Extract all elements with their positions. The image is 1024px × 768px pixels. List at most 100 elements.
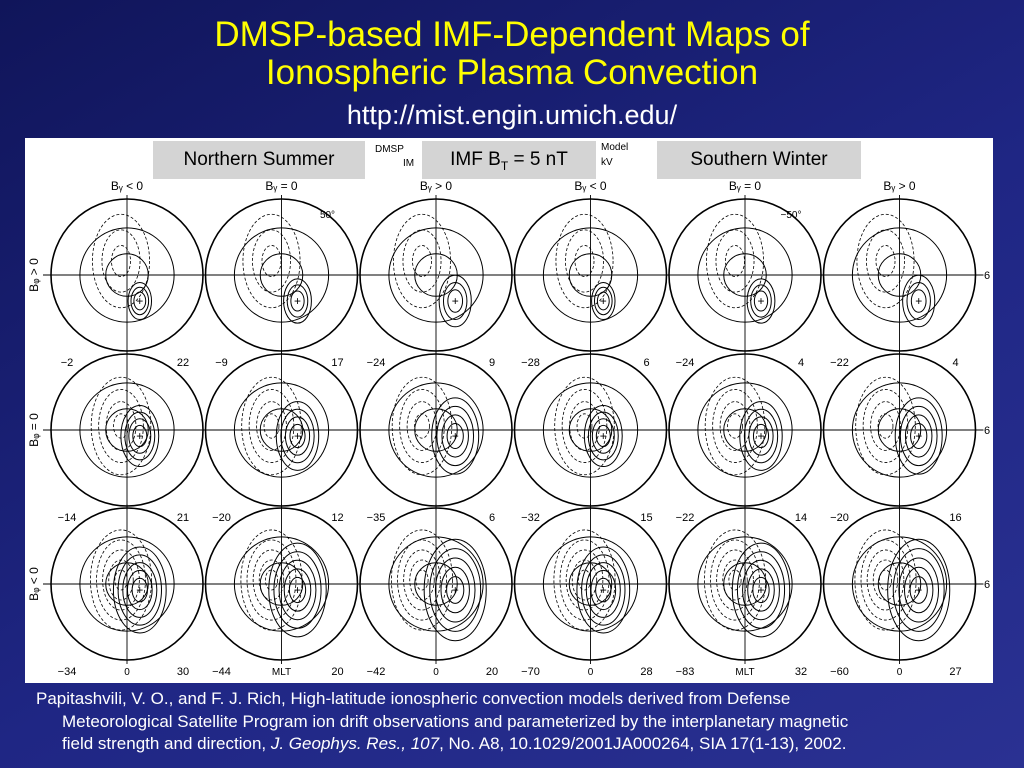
potential-min-value: −24 [367, 357, 386, 369]
contour-negative [261, 245, 282, 277]
contour-positive [903, 566, 934, 614]
contour-positive [910, 422, 928, 450]
contour-negative [555, 213, 614, 309]
potential-max-value: 14 [795, 512, 807, 524]
contour-positive [438, 274, 472, 328]
cell-max-marker: + [136, 294, 143, 308]
contour-negative [877, 413, 894, 439]
contour-positive [286, 284, 309, 318]
potential-max-value: 6 [643, 357, 649, 369]
column-header: Bᵧ > 0 [420, 179, 453, 193]
contour-negative [105, 401, 137, 451]
contour-positive [753, 290, 769, 312]
contour-positive [436, 405, 475, 467]
contour-positive [117, 554, 162, 626]
label-imf-bt: IMF BT = 5 nT [422, 141, 596, 179]
potential-max-value: 32 [795, 666, 807, 678]
contour-negative [402, 229, 442, 293]
header-fragment-left: DMSP [375, 144, 404, 155]
contour-negative [390, 529, 454, 631]
latitude-label: −50° [781, 210, 802, 221]
contour-positive [446, 576, 465, 604]
contour-negative [248, 389, 295, 463]
contour-positive [910, 289, 927, 313]
contour-negative [554, 376, 615, 476]
cell-max-marker: + [600, 294, 607, 308]
mlt-midnight-label: 0 [124, 667, 130, 678]
contour-positive [131, 577, 148, 603]
contour-positive [902, 274, 936, 328]
header-fragment-right-2: kV [601, 157, 613, 168]
potential-min-value: −22 [830, 357, 849, 369]
contour-positive [583, 404, 623, 468]
contour-negative [393, 213, 451, 309]
contour-positive [909, 576, 928, 604]
potential-min-value: −14 [58, 512, 77, 524]
contour-negative [710, 539, 760, 621]
contour-positive [894, 397, 943, 475]
convection-maps-figure: DMSP IM Model kV Bᵧ < 0 Bᵧ = 0 Bᵧ > 0 Bᵧ < 0 Bᵧ … [25, 138, 993, 683]
contour-positive [447, 289, 464, 313]
citation-line-3-start: field strength and direction, [62, 734, 271, 753]
label-imf-prefix: IMF B [450, 149, 501, 170]
header-fragment-right: Model [601, 142, 628, 153]
contour-positive [283, 568, 312, 612]
row-label: Bᵩ = 0 [27, 413, 41, 447]
contour-positive [120, 404, 160, 468]
citation-line-2: Meteorological Satellite Program ion dri… [62, 711, 849, 731]
contour-positive [289, 423, 306, 449]
contour-positive [887, 538, 951, 642]
contour-positive [126, 569, 153, 611]
column-header: Bᵧ < 0 [111, 179, 144, 193]
contour-positive [124, 411, 156, 461]
cell-max-marker: + [452, 294, 459, 308]
contour-negative [406, 401, 438, 451]
contour-positive [596, 291, 610, 311]
potential-min-value: −20 [212, 512, 231, 524]
contour-positive [581, 554, 626, 626]
contour-negative [875, 245, 896, 277]
mlt-midnight-label: MLT [735, 667, 754, 678]
contour-negative [866, 549, 905, 611]
contour-negative [258, 559, 285, 601]
contour-negative [241, 376, 302, 476]
contour-negative [114, 569, 128, 591]
contour-positive [742, 559, 780, 621]
label-southern-winter-text: Southern Winter [690, 149, 828, 170]
cell-max-marker: + [136, 583, 143, 597]
contour-positive [739, 401, 783, 471]
cell-max-marker: + [915, 429, 922, 443]
contour-positive [431, 397, 480, 475]
contour-positive [284, 416, 311, 456]
contour-negative [565, 549, 604, 611]
contour-negative [706, 213, 764, 309]
contour-negative [715, 229, 755, 293]
cell-max-marker: + [757, 429, 764, 443]
contour-positive [904, 414, 933, 458]
contour-negative [102, 549, 140, 611]
mlt-midnight-label: 0 [897, 667, 903, 678]
contour-positive [595, 577, 612, 603]
contour-positive [743, 408, 779, 464]
convection-maps-grid: DMSP IM Model kV Bᵧ < 0 Bᵧ = 0 Bᵧ > 0 Bᵧ < 0 Bᵧ … [27, 142, 990, 678]
contour-negative [855, 376, 916, 476]
contour-negative [403, 549, 441, 611]
potential-min-value: −44 [212, 666, 231, 678]
title-line-1: DMSP-based IMF-Dependent Maps of [214, 15, 810, 54]
cell-max-marker: + [757, 583, 764, 597]
potential-max-value: 4 [952, 357, 958, 369]
cell-max-marker: + [452, 429, 459, 443]
potential-max-value: 20 [486, 666, 498, 678]
contour-positive [128, 418, 152, 454]
contour-positive [752, 423, 770, 449]
contour-negative [246, 539, 297, 621]
contour-positive [268, 542, 327, 638]
potential-min-value: −60 [830, 666, 849, 678]
cell-max-marker: + [757, 294, 764, 308]
contour-negative [716, 549, 754, 611]
potential-max-value: 6 [489, 512, 495, 524]
contour-positive [731, 542, 791, 638]
contour-positive [130, 286, 150, 316]
contour-positive [585, 562, 621, 618]
contour-positive [442, 281, 468, 321]
